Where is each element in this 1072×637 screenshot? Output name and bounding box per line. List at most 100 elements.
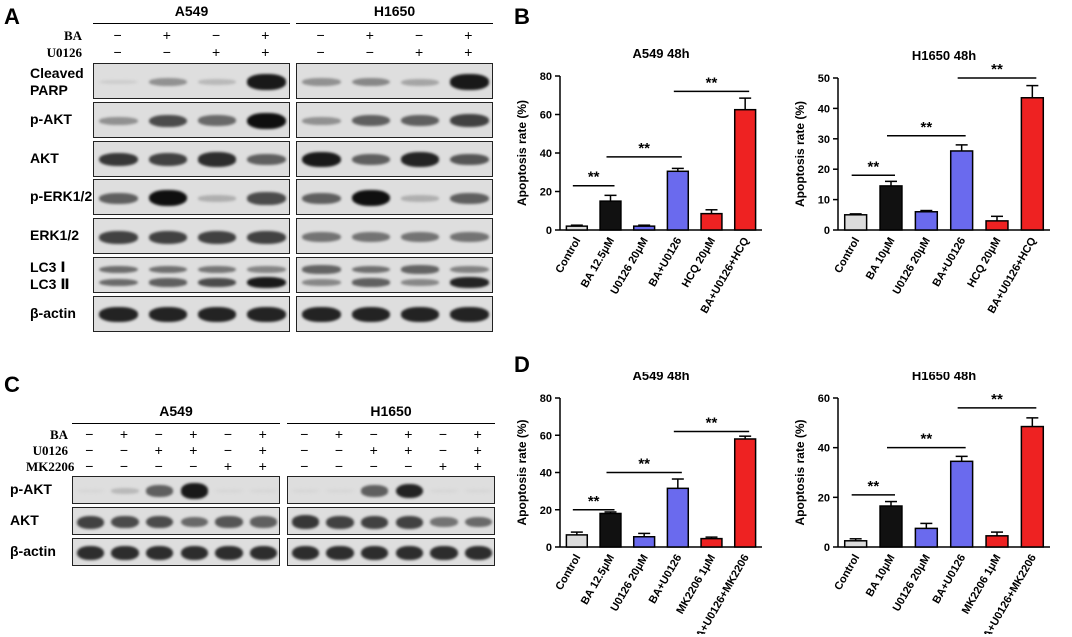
bar [700,212,723,231]
protein-band [351,265,391,274]
x-tick-label: BA+U0126 [647,553,685,606]
protein-band [351,153,391,166]
blot-membrane [93,63,290,99]
treatment-sign: − [300,442,309,458]
protein-band [361,515,389,529]
protein-band [291,515,319,529]
y-tick-label: 40 [540,468,552,480]
blot-membrane [287,538,495,566]
protein-band [400,152,440,167]
bar [914,527,939,548]
significance-label: ** [638,456,650,473]
protein-band [395,515,423,529]
protein-band [76,515,104,529]
y-tick-label: 40 [818,443,830,455]
treatment-label: U0126 [32,443,68,458]
y-tick-label: 20 [540,505,552,517]
y-tick-label: 30 [818,134,830,146]
x-tick-label: U0126 20μM [891,553,933,614]
treatment-sign: − [404,458,413,474]
protein-band [197,115,237,127]
protein-band [148,77,188,87]
bar [733,108,757,231]
significance-label: ** [588,493,600,510]
cell-line-title: H1650 [373,3,416,19]
blot-membrane [93,295,290,332]
protein-band [197,307,237,323]
x-tick-label: BA 10μM [864,553,898,599]
bar [1020,97,1045,231]
treatment-sign: + [223,458,233,474]
protein-band [148,265,188,274]
blot-membrane [296,140,493,177]
treatment-sign: − [85,458,94,474]
x-tick-label: Control [553,553,583,593]
protein-band [250,489,278,493]
significance-label: ** [991,391,1003,408]
x-tick-label: BA+U0126 [931,553,969,606]
protein-band [302,116,341,125]
protein-band [148,114,188,127]
protein-band [148,307,188,323]
treatment-sign: + [258,458,267,474]
treatment-sign: − [162,44,171,60]
y-axis-label: Apoptosis rate (%) [515,419,529,525]
protein-band [430,489,458,493]
protein-band [99,116,138,125]
protein-band [215,489,243,493]
y-tick-label: 20 [818,164,830,176]
protein-band [247,192,286,205]
treatment-sign: + [154,442,163,458]
protein-band [465,516,493,528]
x-tick-label: BA+U0126 [647,236,685,289]
treatment-sign: − [119,442,129,458]
blot-membrane [72,538,280,566]
cell-line-title: H1650 [370,403,412,419]
protein-band [351,77,391,87]
treatment-sign: + [365,27,374,43]
protein-band [400,195,440,202]
protein-label: Cleaved PARP [30,65,84,98]
protein-band [99,278,138,287]
treatment-sign: − [438,426,448,442]
protein-band [400,115,440,127]
cell-line-title: A549 [159,403,193,419]
protein-band [247,277,286,288]
bar [599,512,622,548]
y-tick-label: 60 [818,393,830,405]
treatment-sign: + [189,442,198,458]
y-tick-label: 20 [818,492,830,504]
treatment-sign: + [473,442,482,458]
protein-band [180,545,208,561]
treatment-label: U0126 [46,45,82,60]
protein-band [197,278,237,287]
treatment-sign: − [154,458,163,474]
blot-membrane [296,63,493,99]
protein-band [180,516,208,528]
protein-band [180,483,208,499]
blot-membrane [296,179,493,216]
protein-label: AKT [30,149,59,166]
blot-membrane [287,476,495,504]
treatment-sign: + [258,442,267,458]
x-tick-label: Control [553,236,583,276]
protein-band [148,153,188,167]
protein-band [197,230,237,244]
bar [985,220,1009,231]
bar-chart-b-a549: A549 48h Apoptosis rate (%) 0 20 40 60 80 Contr… [515,46,762,316]
treatment-sign: − [212,27,221,43]
x-tick-label: BA 12.5μM [579,236,617,290]
treatment-sign: + [189,426,198,442]
protein-label: β-actin [30,304,76,321]
protein-band [247,266,286,273]
significance-label: ** [588,169,600,186]
x-tick-label: U0126 20μM [891,236,933,297]
treatment-sign: − [316,44,325,60]
bar [914,211,939,231]
protein-band [430,545,458,561]
protein-band [291,489,319,493]
treatment-sign: + [261,44,270,60]
treatment-sign: − [113,27,122,43]
x-tick-label: HCQ 20μM [680,236,718,290]
protein-band [400,279,440,286]
